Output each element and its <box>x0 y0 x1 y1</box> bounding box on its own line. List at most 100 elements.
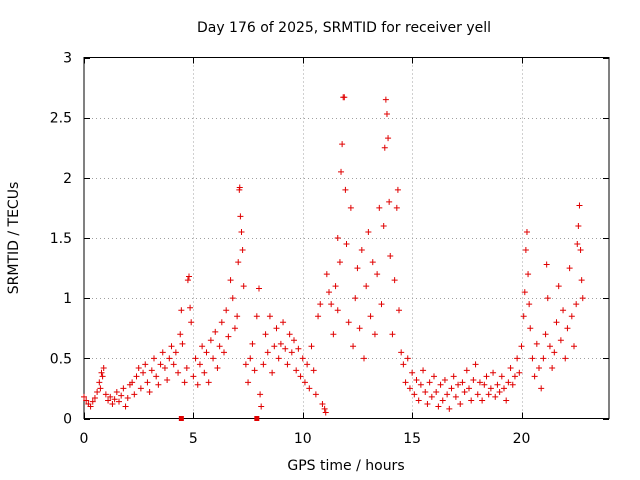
data-point <box>280 319 287 326</box>
data-point <box>463 367 470 374</box>
data-point <box>374 271 381 278</box>
data-point <box>577 247 584 254</box>
data-point <box>523 228 530 235</box>
data-point <box>439 397 446 404</box>
data-point <box>251 367 258 374</box>
data-point <box>391 277 398 284</box>
data-point <box>118 392 125 399</box>
data-point <box>487 385 494 392</box>
data-point <box>178 307 185 314</box>
data-point <box>131 391 138 398</box>
data-point <box>574 241 581 248</box>
data-point <box>485 391 492 398</box>
data-point <box>238 228 245 235</box>
data-point <box>367 313 374 320</box>
data-point <box>381 144 388 151</box>
data-point <box>288 349 295 356</box>
data-point <box>529 355 536 362</box>
data-point <box>505 379 512 386</box>
data-point <box>109 401 116 408</box>
data-point <box>231 325 238 332</box>
data-point <box>229 295 236 302</box>
data-point <box>94 389 101 396</box>
data-point <box>308 343 315 350</box>
data-point <box>260 361 267 368</box>
x-tick-label: 20 <box>513 431 531 447</box>
data-point <box>190 373 197 380</box>
data-point <box>520 313 527 320</box>
y-tick-label: 1.5 <box>50 231 72 247</box>
data-point <box>310 367 317 374</box>
data-point <box>448 385 455 392</box>
data-point <box>509 381 516 388</box>
data-point <box>286 331 293 338</box>
data-point <box>269 369 276 376</box>
data-point <box>426 379 433 386</box>
data-point <box>142 361 149 368</box>
data-point <box>137 385 144 392</box>
data-points <box>81 94 586 421</box>
data-point <box>304 361 311 368</box>
data-point <box>358 247 365 254</box>
y-tick-label: 3 <box>63 51 72 67</box>
data-point <box>214 364 221 371</box>
data-point <box>221 349 227 356</box>
data-point <box>571 343 577 350</box>
data-point <box>205 379 212 386</box>
data-point <box>566 265 573 272</box>
data-point <box>433 389 440 396</box>
data-point <box>555 283 562 290</box>
square-marker <box>254 416 260 421</box>
data-point <box>301 379 308 386</box>
data-point <box>542 331 549 338</box>
data-point <box>157 361 164 368</box>
data-point <box>428 393 435 400</box>
data-point <box>284 361 291 368</box>
data-point <box>347 204 354 211</box>
data-point <box>135 364 142 371</box>
data-point <box>81 393 87 400</box>
data-point <box>83 397 90 404</box>
data-point <box>140 369 147 376</box>
data-point <box>527 325 534 332</box>
data-point <box>321 405 328 412</box>
data-point <box>181 379 188 386</box>
data-point <box>218 319 225 326</box>
data-point <box>334 235 341 241</box>
data-point <box>330 331 337 338</box>
data-point <box>188 319 195 326</box>
data-point <box>194 381 201 388</box>
data-point <box>468 397 475 404</box>
data-point <box>525 271 532 278</box>
data-point <box>400 361 407 368</box>
data-point <box>166 355 173 362</box>
data-point <box>455 381 462 388</box>
data-point <box>144 379 151 386</box>
y-tick-label: 2 <box>63 171 72 187</box>
data-point <box>560 307 567 314</box>
data-point <box>146 389 153 396</box>
data-point <box>168 343 175 350</box>
data-point <box>245 379 252 386</box>
data-point <box>522 247 529 254</box>
data-point <box>223 307 230 314</box>
data-point <box>553 319 560 326</box>
data-point <box>242 361 249 368</box>
data-point <box>113 389 120 396</box>
data-point <box>319 401 326 408</box>
data-point <box>350 343 357 350</box>
y-axis-label: SRMTID / TECUs <box>6 182 22 295</box>
data-point <box>175 369 182 376</box>
data-point <box>275 355 282 362</box>
data-point <box>170 361 177 368</box>
data-point <box>457 401 464 408</box>
data-point <box>317 301 324 308</box>
data-point <box>253 313 260 320</box>
y-tick-labels: 0 0.5 1 1.5 2 2.5 3 <box>50 51 72 428</box>
data-point <box>507 364 514 371</box>
data-point <box>271 343 278 350</box>
data-point <box>394 186 401 193</box>
data-point <box>385 135 392 142</box>
data-point <box>356 325 363 332</box>
